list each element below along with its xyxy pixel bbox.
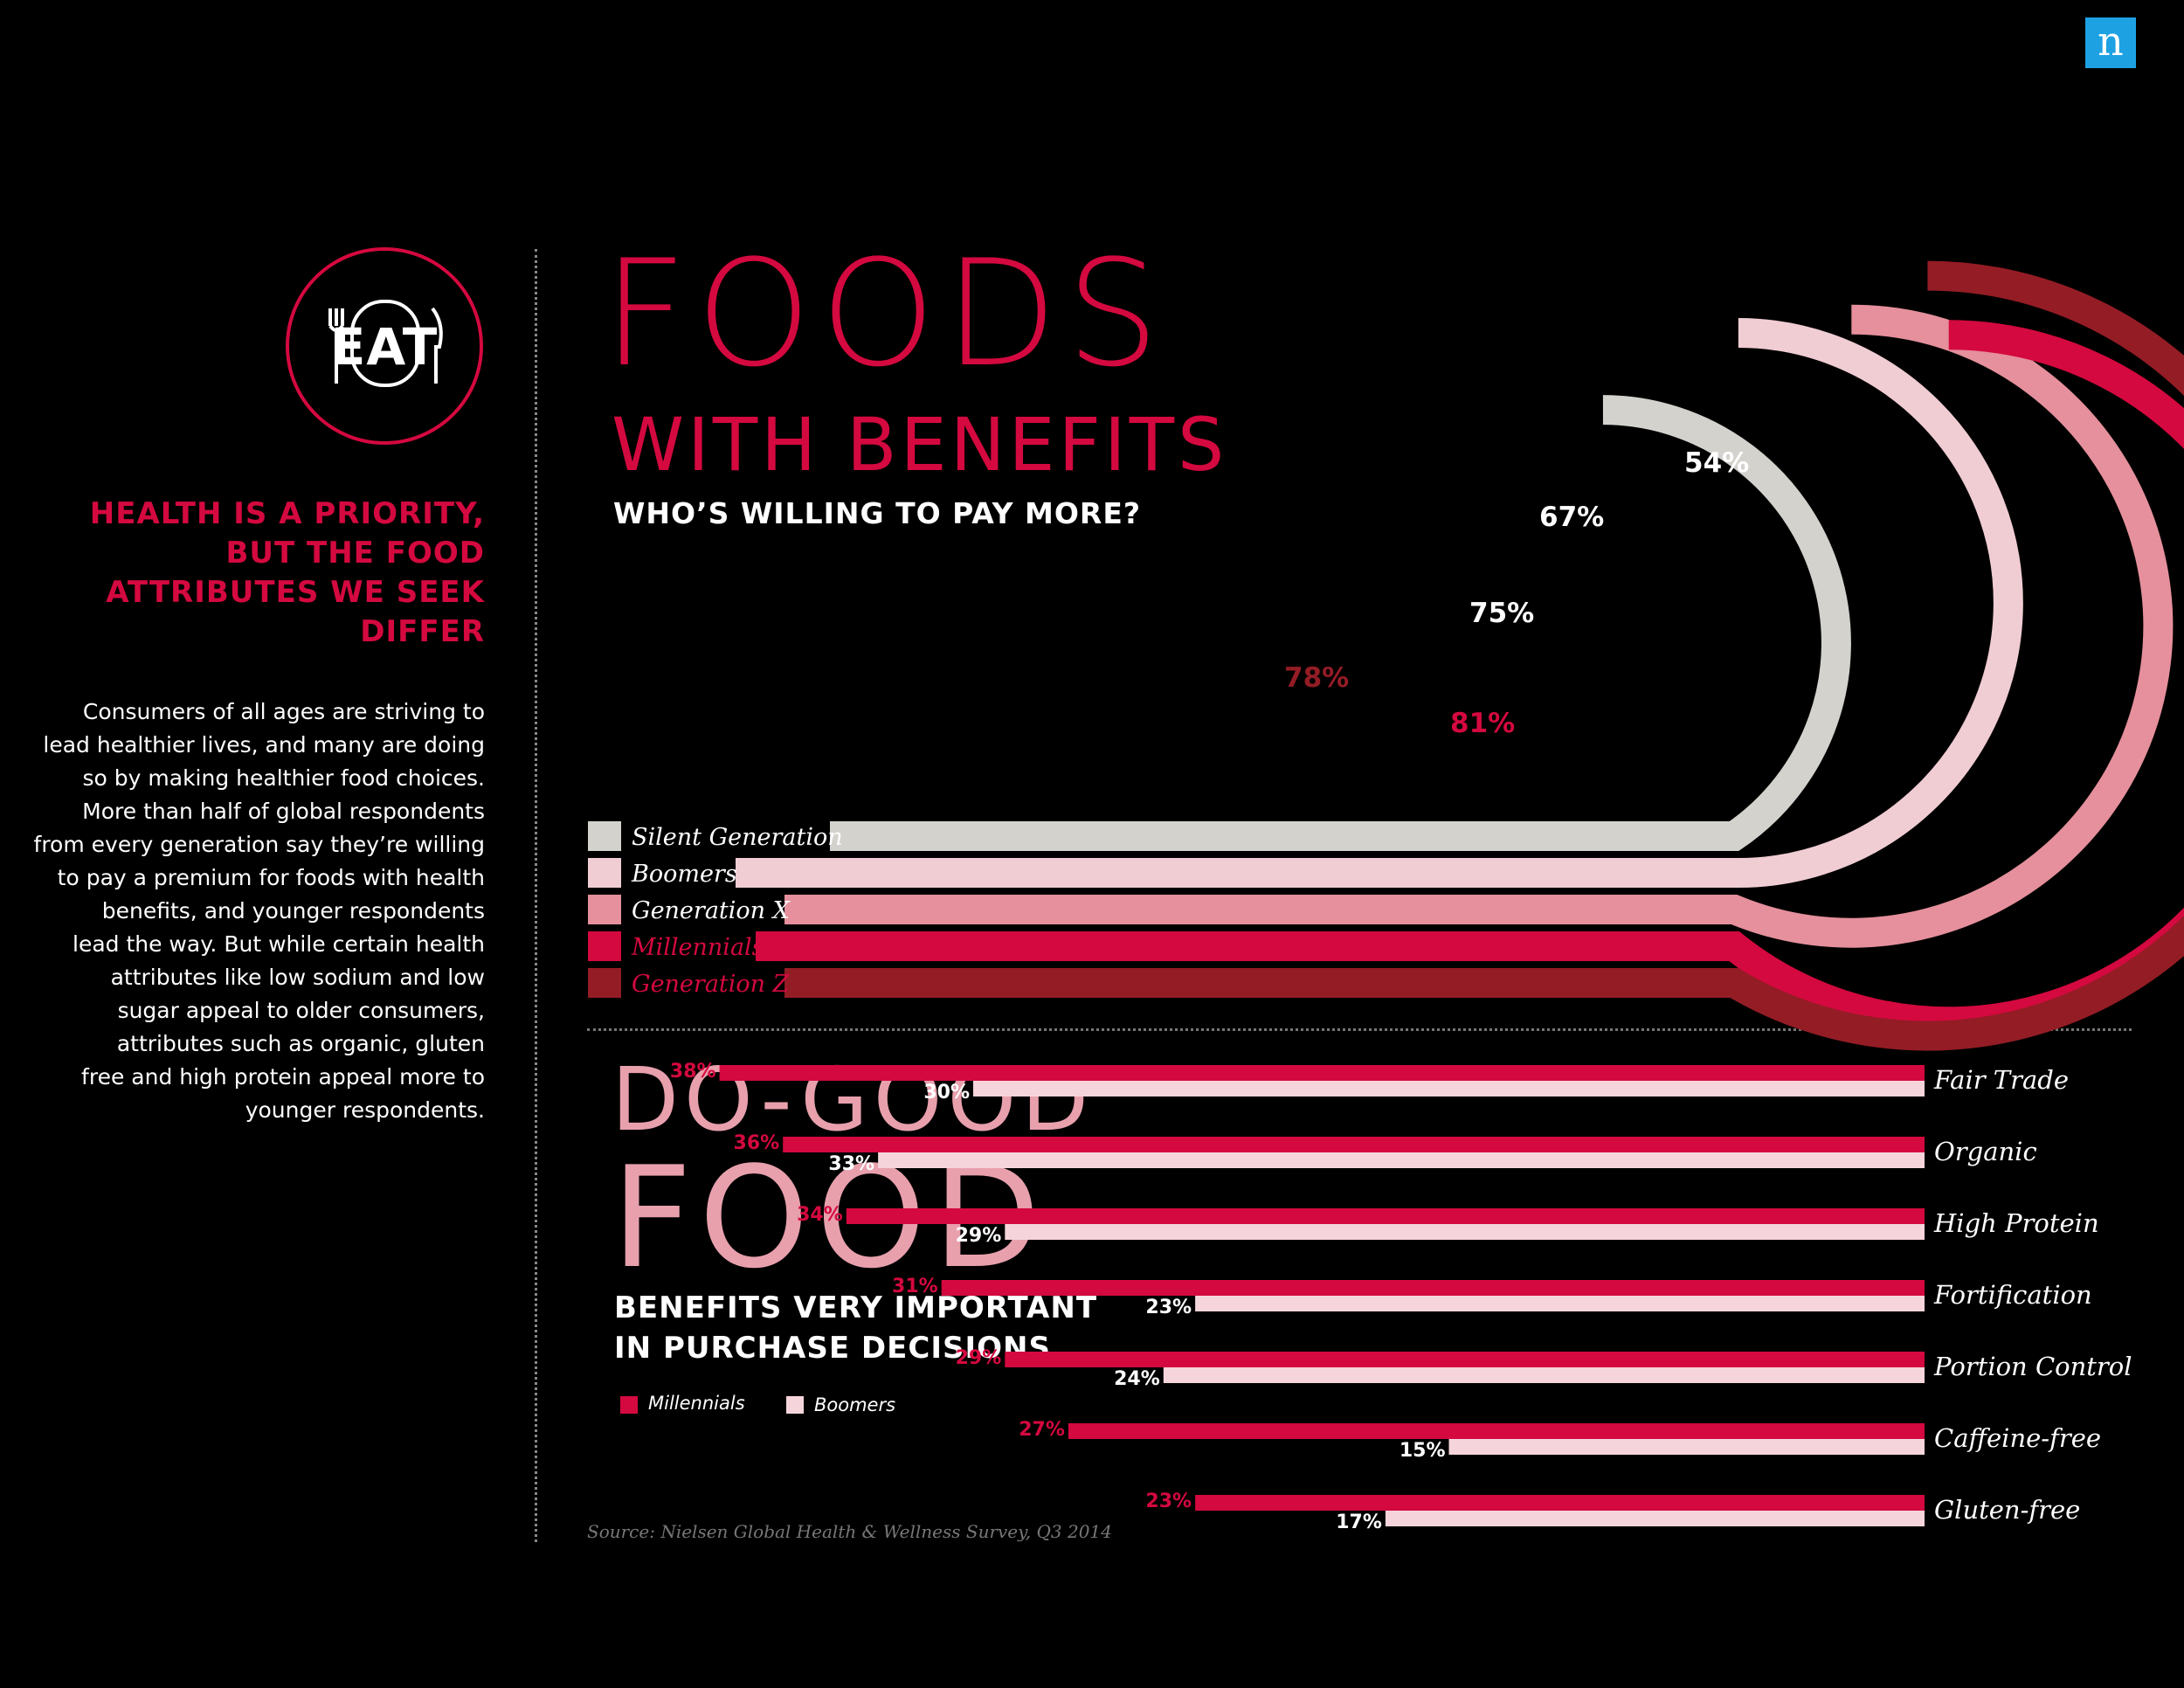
value-boomers-organic: 33%	[828, 1153, 874, 1175]
bar-millennials-caffeine-free	[1068, 1423, 1925, 1439]
generation-band-generation-z	[784, 260, 2184, 1051]
body-paragraph: Consumers of all ages are striving to le…	[0, 695, 485, 1127]
body-line: More than half of global respondents	[82, 799, 485, 824]
health-heading-line: ATTRIBUTES WE SEEK	[106, 575, 485, 610]
health-heading-line: BUT THE FOOD	[225, 536, 485, 571]
fork-icon	[328, 308, 344, 384]
category-label-gluten-free: Gluten-free	[1934, 1495, 2080, 1525]
generation-value-generation-x: 75%	[1469, 598, 1534, 629]
bar-millennials-gluten-free	[1195, 1495, 1925, 1511]
knife-icon	[431, 307, 443, 384]
generation-band-millennials	[756, 320, 2184, 1037]
generation-swatch-generation-z	[588, 968, 621, 998]
legend-millennials-swatch	[620, 1396, 638, 1414]
value-boomers-gluten-free: 17%	[1336, 1512, 1382, 1533]
value-millennials-organic: 36%	[734, 1132, 780, 1154]
generation-label-boomers: Boomers	[631, 861, 737, 888]
bar-boomers-organic	[878, 1152, 1925, 1168]
body-line: younger respondents.	[245, 1097, 485, 1123]
body-line: to pay a premium for foods with health	[57, 865, 485, 890]
bar-boomers-gluten-free	[1385, 1511, 1925, 1526]
generation-label-generation-z: Generation Z	[632, 971, 791, 998]
health-heading-line: DIFFER	[360, 614, 485, 649]
value-millennials-caffeine-free: 27%	[1019, 1419, 1065, 1441]
generation-value-boomers: 67%	[1539, 502, 1604, 533]
category-label-caffeine-free: Caffeine-free	[1934, 1423, 2101, 1453]
bar-boomers-portion-control	[1163, 1367, 1925, 1383]
bar-millennials-fair-trade	[719, 1065, 1925, 1081]
generation-label-millennials: Millennials	[631, 934, 764, 961]
generation-label-generation-x: Generation X	[632, 897, 791, 924]
horizontal-divider	[587, 1028, 2132, 1031]
bar-boomers-fortification	[1195, 1296, 1925, 1311]
value-boomers-fair-trade: 30%	[923, 1082, 970, 1103]
body-line: from every generation say they’re willin…	[33, 832, 485, 857]
bar-millennials-high-protein	[846, 1208, 1925, 1224]
generation-value-silent: 54%	[1684, 447, 1749, 479]
body-line: benefits, and younger respondents	[101, 898, 485, 924]
vertical-divider	[535, 249, 537, 1542]
body-line: Consumers of all ages are striving to	[82, 699, 485, 724]
foods-title: FOODS	[603, 228, 1169, 399]
bar-boomers-caffeine-free	[1448, 1439, 1925, 1455]
with-benefits-title: WITH BENEFITS	[612, 402, 1228, 488]
generation-band-generation-x	[784, 304, 2174, 948]
generation-band-silent	[830, 395, 1851, 851]
bar-boomers-high-protein	[1005, 1224, 1925, 1240]
generation-swatch-generation-x	[588, 895, 621, 924]
generation-value-generation-z: 78%	[1284, 662, 1349, 694]
bar-boomers-fair-trade	[973, 1081, 1925, 1097]
source-note: Source: Nielsen Global Health & Wellness…	[587, 1521, 1112, 1542]
value-millennials-portion-control: 29%	[956, 1347, 1002, 1369]
generation-swatch-silent	[588, 821, 621, 851]
nielsen-logo: n	[2085, 17, 2136, 68]
category-label-fair-trade: Fair Trade	[1933, 1065, 2069, 1095]
value-millennials-fortification: 31%	[892, 1276, 938, 1297]
value-millennials-high-protein: 34%	[797, 1204, 843, 1226]
value-boomers-portion-control: 24%	[1114, 1368, 1160, 1390]
body-line: attributes like low sodium and low	[110, 965, 485, 990]
benefits-subtitle-line: IN PURCHASE DECISIONS	[614, 1331, 1051, 1366]
generation-swatch-boomers	[588, 858, 621, 888]
body-line: sugar appeal to older consumers,	[117, 998, 485, 1023]
generation-value-millennials: 81%	[1450, 708, 1515, 739]
generation-swatch-millennials	[588, 931, 621, 961]
body-line: attributes such as organic, gluten	[116, 1031, 485, 1056]
body-line: lead healthier lives, and many are doing	[43, 732, 485, 758]
category-label-portion-control: Portion Control	[1933, 1352, 2132, 1381]
body-line: free and high protein appeal more to	[81, 1064, 485, 1090]
generation-band-boomers	[736, 318, 2023, 889]
value-boomers-caffeine-free: 15%	[1400, 1440, 1446, 1462]
value-boomers-fortification: 23%	[1145, 1297, 1192, 1318]
bar-millennials-organic	[783, 1137, 1925, 1152]
plate-icon	[350, 300, 420, 387]
legend-boomers-swatch	[786, 1396, 804, 1414]
health-heading: HEALTH IS A PRIORITY, BUT THE FOOD ATTRI…	[0, 495, 485, 652]
health-heading-line: HEALTH IS A PRIORITY,	[89, 496, 485, 531]
generation-label-silent: Silent Generation	[632, 824, 843, 851]
eat-label: EAT	[330, 317, 439, 377]
bar-millennials-fortification	[941, 1280, 1925, 1296]
benefits-subtitle-line: BENEFITS VERY IMPORTANT	[614, 1290, 1098, 1325]
body-line: so by making healthier food choices.	[82, 765, 485, 791]
legend-millennials-label: Millennials	[648, 1393, 745, 1414]
category-label-organic: Organic	[1934, 1137, 2037, 1166]
value-boomers-high-protein: 29%	[956, 1225, 1002, 1247]
value-millennials-gluten-free: 23%	[1145, 1491, 1192, 1512]
category-label-high-protein: High Protein	[1933, 1208, 2099, 1238]
body-line: lead the way. But while certain health	[73, 931, 485, 957]
category-label-fortification: Fortification	[1933, 1280, 2092, 1310]
bar-millennials-portion-control	[1005, 1352, 1925, 1367]
eat-badge: EAT	[286, 247, 483, 445]
value-millennials-fair-trade: 38%	[670, 1061, 716, 1083]
benefits-subtitle: BENEFITS VERY IMPORTANT IN PURCHASE DECI…	[614, 1288, 1097, 1368]
who-subtitle: WHO’S WILLING TO PAY MORE?	[613, 496, 1142, 530]
legend-boomers-label: Boomers	[814, 1394, 896, 1415]
